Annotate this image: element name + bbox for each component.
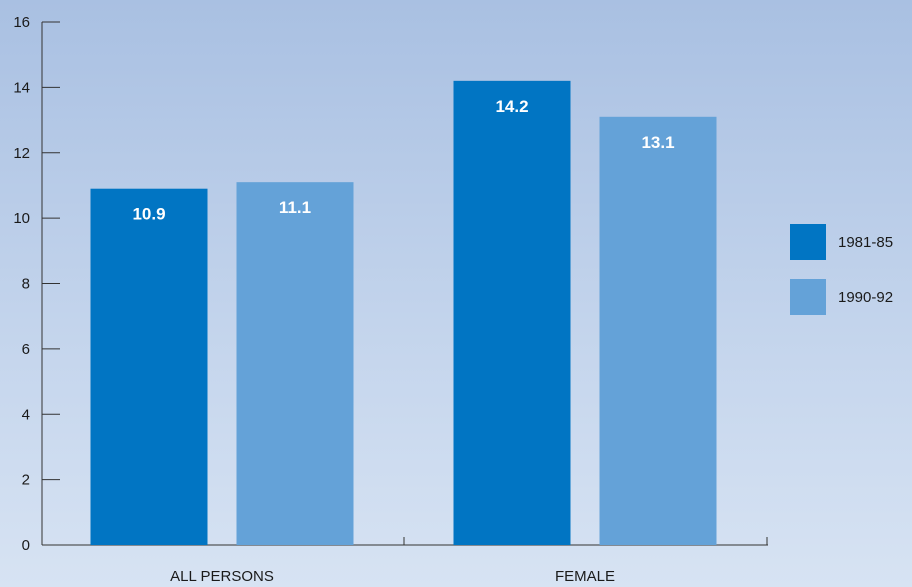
legend: 1981-85 1990-92 bbox=[790, 224, 893, 315]
bar bbox=[90, 188, 208, 546]
y-axis: 0 2 4 6 8 10 12 14 16 bbox=[13, 14, 60, 554]
bars: 10.9 11.1 14.2 13.1 bbox=[90, 80, 717, 546]
bar bbox=[236, 182, 354, 545]
y-tick-label: 6 bbox=[22, 341, 30, 358]
y-tick-label: 8 bbox=[22, 276, 30, 293]
y-tick-label: 2 bbox=[22, 472, 30, 489]
bar-data-label: 14.2 bbox=[495, 97, 528, 116]
legend-label: 1981-85 bbox=[838, 234, 893, 251]
y-tick-label: 16 bbox=[13, 14, 30, 31]
bar-data-label: 13.1 bbox=[641, 133, 674, 152]
y-tick-label: 10 bbox=[13, 210, 30, 227]
legend-label: 1990-92 bbox=[838, 289, 893, 306]
y-tick-label: 12 bbox=[13, 145, 30, 162]
legend-swatch bbox=[790, 279, 826, 315]
y-tick-label: 0 bbox=[22, 537, 30, 554]
bar bbox=[599, 116, 717, 545]
y-tick-label: 4 bbox=[22, 406, 30, 423]
legend-swatch bbox=[790, 224, 826, 260]
bar-data-label: 10.9 bbox=[132, 205, 165, 224]
bar-data-label: 11.1 bbox=[279, 198, 311, 217]
y-tick-label: 14 bbox=[13, 79, 30, 96]
x-category-label: ALL PERSONS bbox=[170, 568, 274, 585]
bar bbox=[453, 80, 571, 546]
x-category-label: FEMALE bbox=[555, 568, 615, 585]
